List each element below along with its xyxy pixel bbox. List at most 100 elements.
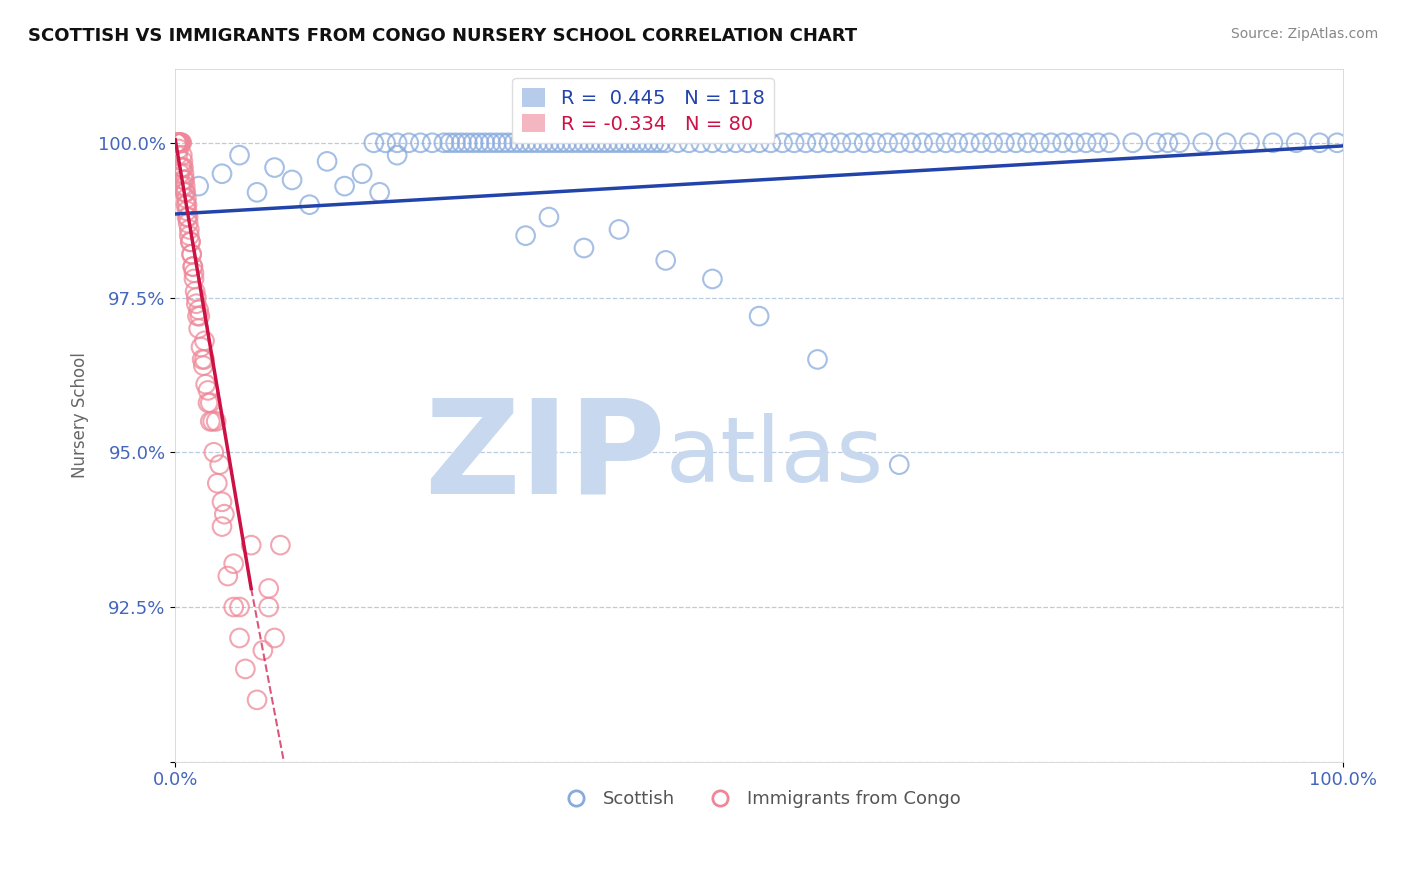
Point [333,179,356,194]
Point [172,161,194,175]
Point [479,136,502,150]
Point [1052,136,1074,150]
Point [172,161,194,175]
Point [166,148,188,162]
Point [176,210,198,224]
Point [496,136,519,150]
Point [550,136,572,150]
Point [166,136,188,150]
Point [201,414,224,428]
Point [520,136,543,150]
Point [170,136,193,150]
Legend: Scottish, Immigrants from Congo: Scottish, Immigrants from Congo [550,782,967,815]
Point [177,210,200,224]
Point [179,228,201,243]
Point [865,136,887,150]
Point [1063,136,1085,150]
Point [385,136,408,150]
Point [626,136,648,150]
Point [186,297,208,311]
Point [637,136,659,150]
Point [240,538,263,552]
Point [374,136,396,150]
Point [1239,136,1261,150]
Point [181,260,204,274]
Point [385,148,408,162]
Text: atlas: atlas [665,413,884,500]
Point [876,136,898,150]
Point [169,136,191,150]
Point [217,569,239,583]
Point [1122,136,1144,150]
Point [257,582,280,596]
Point [200,414,222,428]
Point [420,136,443,150]
Point [183,266,205,280]
Point [197,384,219,398]
Point [398,136,420,150]
Point [352,167,374,181]
Point [1017,136,1039,150]
Point [911,136,934,150]
Point [1168,136,1191,150]
Point [702,272,724,286]
Point [228,600,250,615]
Point [177,216,200,230]
Point [620,136,643,150]
Point [433,136,456,150]
Point [748,309,770,323]
Point [172,148,194,162]
Point [176,192,198,206]
Point [544,136,567,150]
Point [922,136,945,150]
Point [772,136,794,150]
Text: Source: ZipAtlas.com: Source: ZipAtlas.com [1230,27,1378,41]
Point [263,161,285,175]
Point [228,148,250,162]
Point [173,173,195,187]
Point [724,136,747,150]
Point [1005,136,1028,150]
Point [184,285,207,299]
Point [187,321,209,335]
Point [607,222,630,236]
Point [643,136,665,150]
Point [613,136,636,150]
Point [186,291,208,305]
Point [689,136,711,150]
Point [172,173,194,187]
Point [269,538,291,552]
Point [607,136,630,150]
Point [170,161,193,175]
Point [211,167,233,181]
Point [702,136,724,150]
Point [841,136,863,150]
Point [170,136,193,150]
Point [485,136,508,150]
Point [515,136,537,150]
Point [173,167,195,181]
Point [450,136,472,150]
Point [180,247,202,261]
Point [1326,136,1348,150]
Point [181,260,204,274]
Point [169,167,191,181]
Point [806,352,828,367]
Point [200,396,222,410]
Point [193,359,215,373]
Point [235,662,257,676]
Point [713,136,735,150]
Point [191,352,214,367]
Point [1087,136,1109,150]
Point [474,136,496,150]
Point [946,136,969,150]
Point [748,136,770,150]
Point [207,476,229,491]
Point [654,253,676,268]
Point [794,136,817,150]
Point [166,136,188,150]
Point [678,136,700,150]
Point [180,247,202,261]
Point [194,377,217,392]
Point [461,136,484,150]
